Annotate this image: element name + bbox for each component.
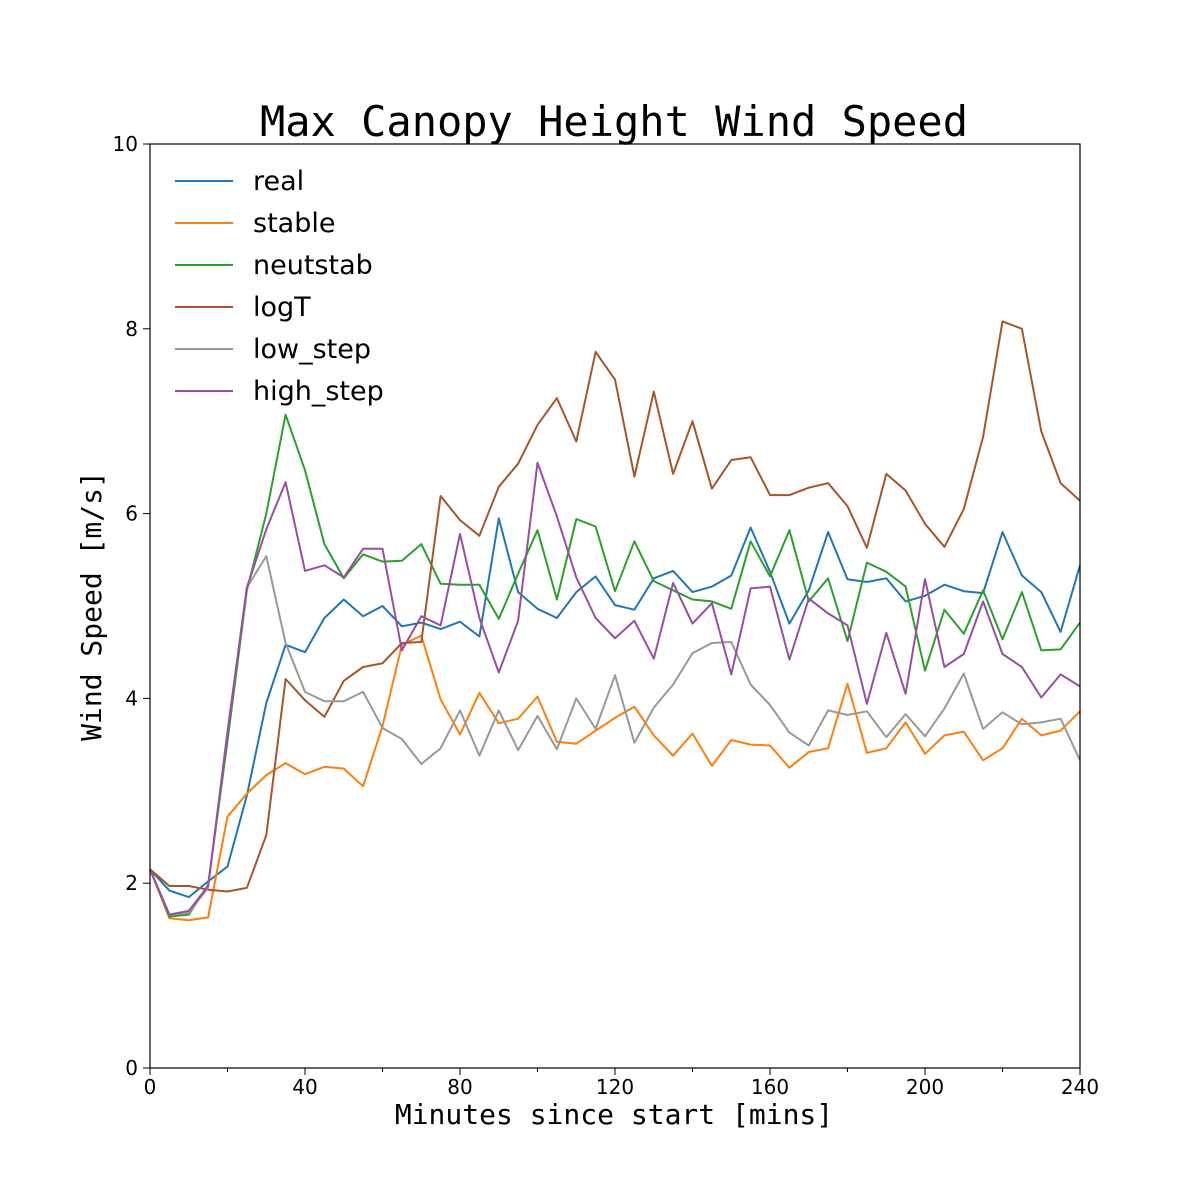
y-tick-label: 0 (125, 1056, 138, 1080)
series-line-stable (149, 634, 1081, 922)
y-axis-label: Wind Speed [m/s] (75, 471, 108, 741)
legend: real stable neutstab logT low_step high_step (175, 166, 384, 407)
x-axis: 0 40 80 120 160 200 240 (144, 1068, 1099, 1099)
y-tick-label: 6 (125, 502, 138, 526)
y-tick-label: 8 (125, 317, 138, 341)
x-tick-label: 40 (292, 1075, 317, 1099)
legend-label-neutstab: neutstab (253, 250, 373, 281)
x-tick-label: 200 (906, 1075, 944, 1099)
x-axis-label: Minutes since start [mins] (395, 1098, 833, 1131)
y-tick-label: 10 (113, 132, 138, 156)
legend-label-logT: logT (253, 292, 311, 323)
x-tick-label: 80 (447, 1075, 472, 1099)
x-tick-label: 160 (751, 1075, 789, 1099)
legend-label-high_step: high_step (253, 376, 384, 407)
plot-area (149, 320, 1081, 922)
y-tick-label: 4 (125, 686, 138, 710)
series-line-low_step (149, 555, 1081, 916)
y-tick-label: 2 (125, 871, 138, 895)
x-tick-label: 240 (1061, 1075, 1099, 1099)
series-line-logT (149, 320, 1081, 893)
x-tick-label: 120 (596, 1075, 634, 1099)
series-line-real (149, 517, 1081, 899)
legend-label-stable: stable (253, 208, 335, 239)
legend-label-low_step: low_step (253, 334, 371, 365)
x-tick-label: 0 (144, 1075, 157, 1099)
chart-title: Max Canopy Height Wind Speed (260, 97, 968, 146)
series-line-neutstab (149, 413, 1081, 918)
y-axis: 0 2 4 6 8 10 (113, 132, 150, 1080)
legend-label-real: real (253, 166, 304, 197)
series-line-high_step (149, 461, 1081, 916)
